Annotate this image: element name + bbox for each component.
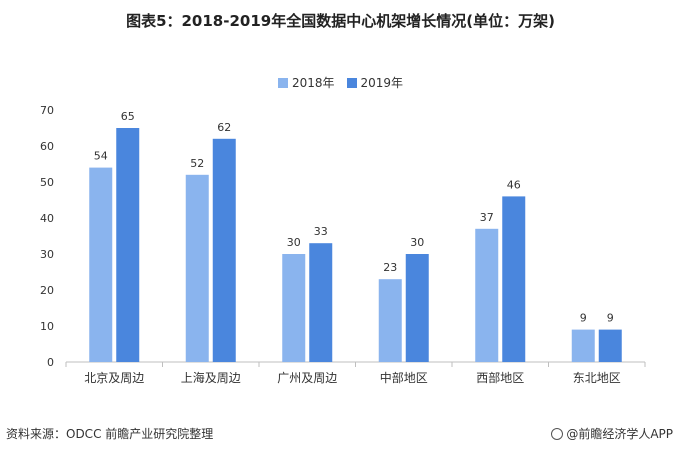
y-tick-label-4: 40 xyxy=(40,212,54,225)
chart-title: 图表5：2018-2019年全国数据中心机架增长情况(单位：万架) xyxy=(126,12,555,30)
data-label-4-1: 46 xyxy=(507,178,521,191)
bar-2-0 xyxy=(282,254,306,362)
x-tick-label-4: 西部地区 xyxy=(476,370,524,385)
legend-item-2019: 2019年 xyxy=(346,74,404,91)
data-label-4-0: 37 xyxy=(480,211,494,224)
bar-4-1 xyxy=(502,196,526,362)
bar-5-1 xyxy=(598,329,622,362)
bar-1-1 xyxy=(212,138,236,362)
source-note: 资料来源：ODCC 前瞻产业研究院整理 xyxy=(6,427,214,441)
data-label-3-1: 30 xyxy=(410,236,424,249)
x-tick-label-0: 北京及周边 xyxy=(84,371,144,385)
bar-2-1 xyxy=(309,243,333,362)
data-label-0-1: 65 xyxy=(121,110,135,123)
bar-3-1 xyxy=(405,254,429,362)
x-tick-label-5: 东北地区 xyxy=(573,371,621,385)
legend: 2018年 2019年 xyxy=(0,74,681,91)
brand-logo-icon xyxy=(551,427,564,440)
bar-0-1 xyxy=(116,128,140,362)
legend-label-2019: 2019年 xyxy=(360,76,404,90)
bar-3-0 xyxy=(378,279,402,362)
bar-5-0 xyxy=(571,329,595,362)
y-tick-label-0: 0 xyxy=(47,356,54,369)
y-tick-label-6: 60 xyxy=(40,140,54,153)
data-label-5-1: 9 xyxy=(607,312,614,325)
x-tick-label-3: 中部地区 xyxy=(380,370,428,385)
y-tick-label-1: 10 xyxy=(40,320,54,333)
x-tick-label-2: 广州及周边 xyxy=(277,371,337,385)
legend-swatch-2019 xyxy=(346,77,357,88)
legend-label-2018: 2018年 xyxy=(291,76,335,90)
brand-credit: @前瞻经济学人APP xyxy=(551,425,673,442)
bar-1-0 xyxy=(185,174,209,362)
y-tick-label-5: 50 xyxy=(40,176,54,189)
data-label-5-0: 9 xyxy=(580,312,587,325)
data-label-1-1: 62 xyxy=(217,121,231,134)
y-tick-label-7: 70 xyxy=(40,104,54,117)
data-label-0-0: 54 xyxy=(94,150,108,163)
data-label-1-0: 52 xyxy=(190,157,204,170)
y-tick-label-2: 20 xyxy=(40,284,54,297)
data-label-2-1: 33 xyxy=(314,225,328,238)
data-label-3-0: 23 xyxy=(383,261,397,274)
data-label-2-0: 30 xyxy=(287,236,301,249)
legend-item-2018: 2018年 xyxy=(277,74,335,91)
y-tick-label-3: 30 xyxy=(40,248,54,261)
bar-4-0 xyxy=(475,228,499,362)
x-tick-label-1: 上海及周边 xyxy=(181,370,241,385)
bar-0-0 xyxy=(89,167,113,362)
legend-swatch-2018 xyxy=(277,77,288,88)
brand-text: @前瞻经济学人APP xyxy=(566,427,673,441)
